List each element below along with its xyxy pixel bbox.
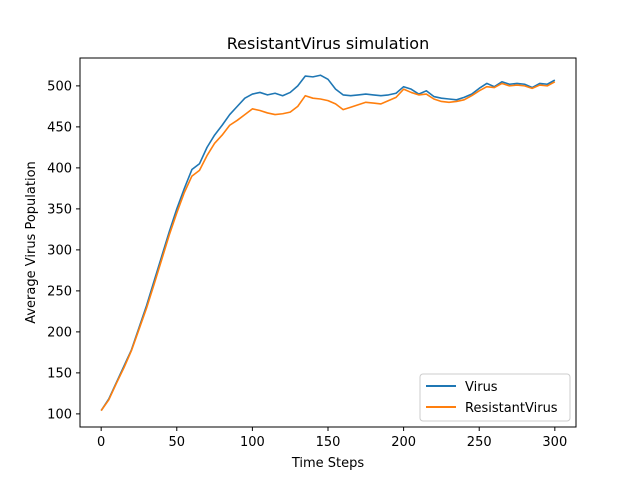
x-tick-label: 300 xyxy=(542,435,567,450)
legend-box xyxy=(419,373,571,422)
x-tick-label: 200 xyxy=(391,435,416,450)
y-tick-label: 250 xyxy=(47,284,72,299)
y-tick-label: 300 xyxy=(47,243,72,258)
x-tick-label: 0 xyxy=(97,435,105,450)
y-tick-label: 350 xyxy=(47,202,72,217)
y-tick-label: 500 xyxy=(47,79,72,94)
x-tick-label: 50 xyxy=(169,435,186,450)
x-axis-ticks: 0 50 100 150 200 250 300 xyxy=(97,427,567,450)
legend-label-resistantvirus: ResistantVirus xyxy=(465,401,558,416)
chart-title: ResistantVirus simulation xyxy=(227,34,429,53)
x-tick-label: 250 xyxy=(467,435,492,450)
x-tick-label: 100 xyxy=(240,435,265,450)
y-tick-label: 450 xyxy=(47,120,72,135)
y-tick-label: 200 xyxy=(47,325,72,340)
y-tick-label: 100 xyxy=(47,407,72,422)
legend-label-virus: Virus xyxy=(465,380,498,395)
y-tick-label: 150 xyxy=(47,366,72,381)
x-tick-label: 150 xyxy=(316,435,341,450)
x-axis-label: Time Steps xyxy=(291,456,365,471)
legend: Virus ResistantVirus xyxy=(419,373,571,422)
y-axis-ticks: 100 150 200 250 300 350 400 450 500 xyxy=(47,79,80,422)
series-layer xyxy=(100,74,556,412)
series-line-resistantvirus xyxy=(100,81,556,412)
y-axis-label: Average Virus Population xyxy=(24,161,39,324)
series-line-virus xyxy=(100,74,556,412)
y-tick-label: 400 xyxy=(47,161,72,176)
